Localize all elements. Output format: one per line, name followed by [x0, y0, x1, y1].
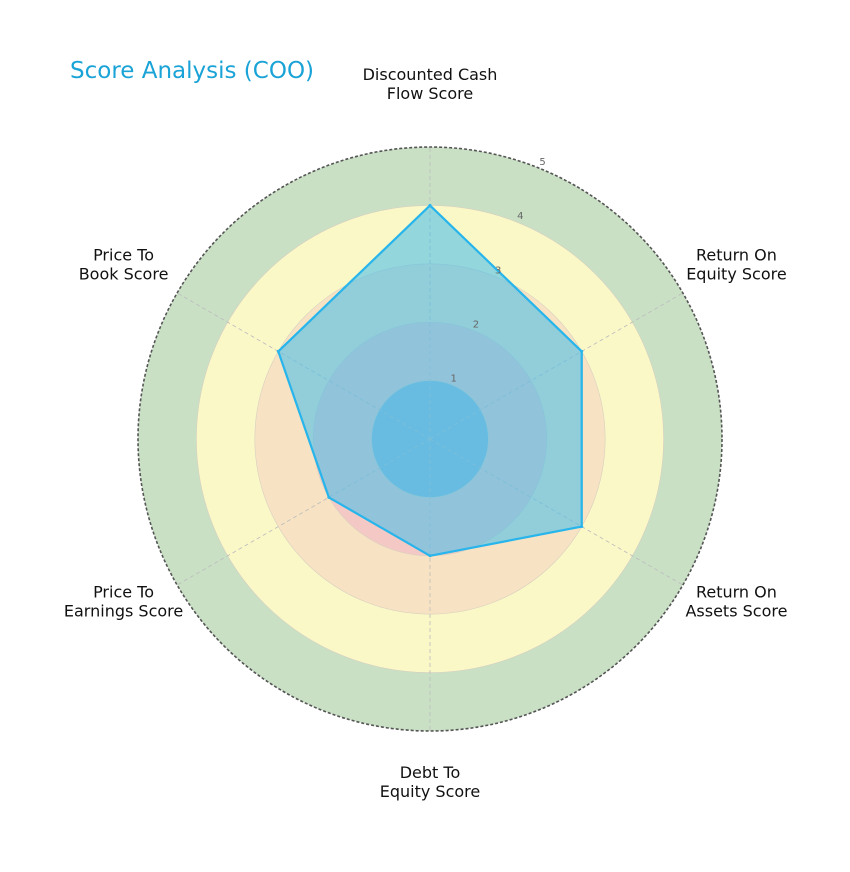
axis-labels: Discounted Cash Flow Score Return On Equity… [64, 65, 788, 801]
data-point-1 [428, 203, 432, 207]
axis-label-2: Return On Equity Score [686, 246, 787, 284]
data-point-4 [428, 554, 432, 558]
tick-label-5: 5 [539, 157, 545, 168]
tick-label-3: 3 [495, 265, 501, 276]
data-point-2 [580, 349, 584, 353]
axis-label-1: Discounted Cash Flow Score [363, 65, 498, 103]
chart-title: Score Analysis (COO) [70, 58, 315, 84]
radial-tick-labels: 1 2 3 4 5 [451, 157, 546, 384]
axis-label-5: Price To Earnings Score [64, 583, 183, 621]
axis-label-6: Price To Book Score [79, 246, 169, 284]
axis-label-3: Return On Assets Score [685, 583, 787, 621]
series-layer [276, 203, 584, 558]
axis-label-4: Debt To Equity Score [380, 763, 481, 801]
data-point-5 [327, 495, 331, 499]
tick-label-1: 1 [451, 373, 457, 384]
data-point-6 [276, 349, 280, 353]
data-point-3 [580, 525, 584, 529]
tick-label-4: 4 [517, 211, 523, 222]
tick-label-2: 2 [473, 319, 479, 330]
